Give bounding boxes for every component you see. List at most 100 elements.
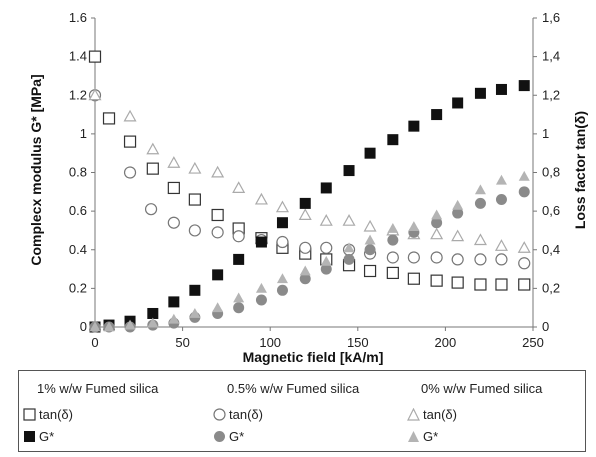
- data-point: [430, 251, 443, 264]
- y-axis-title: Complecx modulus G* [MPa]: [28, 74, 44, 265]
- plot-area: 0 50 100 150 200 25000.20.40.60.811.21.41.600…: [69, 10, 560, 350]
- data-point: [188, 224, 201, 237]
- data-point: [407, 272, 420, 285]
- data-point: [189, 284, 201, 296]
- data-point: [473, 233, 487, 246]
- y2-tick-label: 1,6: [542, 10, 560, 25]
- data-point: [431, 217, 443, 229]
- data-point: [299, 197, 311, 209]
- data-point: [299, 241, 312, 254]
- data-point: [364, 234, 376, 245]
- data-point: [319, 214, 333, 226]
- circle-open-marker-icon: [213, 408, 226, 421]
- data-point: [364, 244, 376, 256]
- data-point: [431, 209, 443, 220]
- data-point: [386, 266, 399, 280]
- y2-tick-label: 1,2: [542, 87, 560, 102]
- data-point: [474, 87, 486, 99]
- legend-label: tan(δ): [229, 407, 263, 422]
- data-point: [342, 214, 356, 226]
- data-point: [167, 216, 180, 229]
- legend-item-g-3: G*: [407, 429, 438, 444]
- data-point: [188, 193, 201, 206]
- data-point: [146, 162, 159, 175]
- data-point: [233, 302, 245, 314]
- data-point: [386, 251, 399, 264]
- y-tick-label: 0.4: [69, 242, 87, 257]
- data-point: [320, 263, 332, 275]
- data-point: [123, 135, 137, 148]
- data-point: [147, 317, 159, 328]
- data-point: [275, 200, 289, 213]
- data-point: [276, 217, 288, 229]
- data-point: [363, 219, 377, 232]
- data-point: [430, 227, 444, 240]
- data-point: [452, 207, 464, 219]
- data-point: [255, 236, 267, 248]
- data-point: [518, 186, 530, 198]
- data-point: [168, 296, 180, 308]
- y2-axis-title: Loss factor tan(δ): [572, 111, 588, 229]
- legend-label: G*: [39, 429, 55, 444]
- y-tick-label: 0.6: [69, 203, 87, 218]
- data-point: [474, 278, 487, 291]
- data-point: [451, 276, 464, 289]
- data-point: [518, 80, 530, 92]
- data-point: [299, 265, 311, 276]
- y-tick-label: 0: [80, 319, 87, 334]
- x-axis-title: Magnetic field [kA/m]: [243, 349, 384, 365]
- data-point: [363, 264, 377, 278]
- legend-label: G*: [423, 429, 439, 444]
- data-point: [276, 284, 288, 296]
- data-point: [232, 230, 245, 243]
- data-point: [188, 161, 202, 174]
- data-point: [452, 97, 464, 109]
- y-tick-label: 0.2: [69, 280, 87, 295]
- legend-item-g-1: G*: [23, 429, 54, 444]
- data-point: [298, 208, 312, 220]
- data-point: [387, 234, 399, 246]
- legend-item-g-2: G*: [213, 429, 244, 444]
- y2-tick-label: 0,6: [542, 203, 560, 218]
- y-tick-label: 1.6: [69, 10, 87, 25]
- data-point: [89, 321, 101, 332]
- x-tick-label: 50: [175, 335, 189, 350]
- y2-tick-label: 1: [542, 126, 549, 141]
- data-point: [212, 269, 224, 281]
- data-point: [474, 184, 486, 195]
- data-point: [299, 273, 311, 285]
- x-tick-label: 0: [91, 335, 98, 350]
- data-point: [430, 274, 443, 287]
- data-point: [451, 253, 464, 266]
- circle-filled-marker-icon: [214, 431, 225, 442]
- data-point: [364, 147, 376, 159]
- y2-tick-label: 0: [542, 319, 549, 334]
- data-point: [232, 181, 246, 193]
- data-point: [495, 194, 507, 206]
- data-point: [276, 273, 288, 284]
- data-point: [407, 251, 420, 264]
- legend-label: tan(δ): [423, 407, 457, 422]
- data-point: [103, 321, 115, 332]
- triangle-filled-marker-icon: [408, 431, 419, 442]
- x-tick-label: 100: [259, 335, 281, 350]
- data-point: [146, 142, 160, 155]
- x-tick-label: 150: [347, 335, 369, 350]
- data-point: [452, 199, 464, 210]
- data-point: [431, 109, 443, 121]
- data-point: [387, 223, 399, 233]
- legend: 1% w/w Fumed silica 0.5% w/w Fumed silic…: [18, 370, 586, 452]
- square-filled-marker-icon: [24, 431, 35, 442]
- data-point: [88, 88, 102, 101]
- data-point: [189, 307, 201, 318]
- legend-item-tan-1: tan(δ): [23, 407, 73, 422]
- data-point: [474, 197, 486, 209]
- data-point: [168, 313, 180, 324]
- data-point: [233, 253, 245, 265]
- data-point: [408, 221, 420, 231]
- data-point: [320, 241, 333, 254]
- legend-label: tan(δ): [39, 407, 73, 422]
- y2-tick-label: 0,8: [542, 165, 560, 180]
- data-point: [495, 253, 508, 266]
- legend-group-2: 0.5% w/w Fumed silica: [227, 381, 360, 396]
